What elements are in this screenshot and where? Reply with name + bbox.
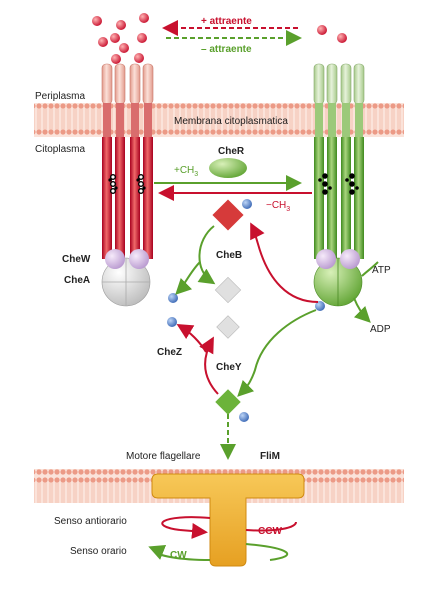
cheb-phosphorylation-arrow	[250, 222, 319, 303]
flim-label: FliM	[260, 451, 280, 462]
receptor-left	[101, 63, 154, 259]
motor-label: Motore flagellare	[126, 451, 201, 462]
cher-label: CheR	[218, 146, 245, 157]
plus-ch3-label: +CH3	[174, 165, 198, 178]
attractant-molecules-right	[317, 25, 347, 43]
ccw-arrow-head	[179, 523, 208, 539]
counterclockwise-label: Senso antiorario	[54, 516, 127, 527]
free-phosphate-chey	[167, 317, 177, 327]
chey-phosphorylated	[215, 389, 241, 415]
chez-label: CheZ	[157, 347, 182, 358]
chez-phosphate-release	[176, 323, 207, 353]
adp-label: ADP	[370, 324, 391, 335]
cheb-phosphate-release	[175, 261, 201, 295]
chez-dephosphorylation-arrow	[199, 336, 219, 395]
attractant-molecules-left	[92, 13, 149, 64]
atp-arrow	[361, 261, 379, 277]
attractant-minus-label: – attraente	[201, 44, 252, 55]
adp-arrow	[353, 297, 371, 323]
cheb-label: CheB	[216, 250, 242, 261]
chew-label: CheW	[62, 254, 91, 265]
chey-phosphate	[239, 412, 249, 422]
membrane-label: Membrana citoplasmatica	[174, 116, 288, 127]
chey-label: CheY	[216, 362, 242, 373]
periplasm-label: Periplasma	[35, 91, 85, 102]
cheb-unphosphorylated	[214, 276, 242, 304]
cheb-dephosphorylation-arrow	[197, 225, 216, 285]
cw-arrow-head	[148, 545, 167, 560]
flagellar-motor	[151, 473, 305, 567]
cw-label: CW	[170, 550, 187, 561]
clockwise-label: Senso orario	[70, 546, 127, 557]
minus-ch3-label: −CH3	[266, 200, 290, 213]
cheb-phosphorylated	[212, 199, 244, 231]
cher-protein	[209, 158, 247, 178]
receptor-right	[313, 63, 365, 259]
cytoplasm-label: Citoplasma	[35, 144, 85, 155]
chea-complex-right	[313, 249, 363, 311]
ccw-label: CCW	[258, 526, 282, 537]
cheb-phosphate	[242, 199, 252, 209]
free-phosphate-cheb	[168, 293, 178, 303]
ccw-rotation-arrow	[161, 516, 297, 532]
chea-label: CheA	[64, 275, 90, 286]
chea-complex-left	[101, 249, 151, 307]
chey-unphosphorylated	[216, 315, 240, 339]
chey-phosphorylation-arrow	[237, 309, 317, 397]
attractant-plus-label: + attraente	[201, 16, 252, 27]
atp-label: ATP	[372, 265, 391, 276]
